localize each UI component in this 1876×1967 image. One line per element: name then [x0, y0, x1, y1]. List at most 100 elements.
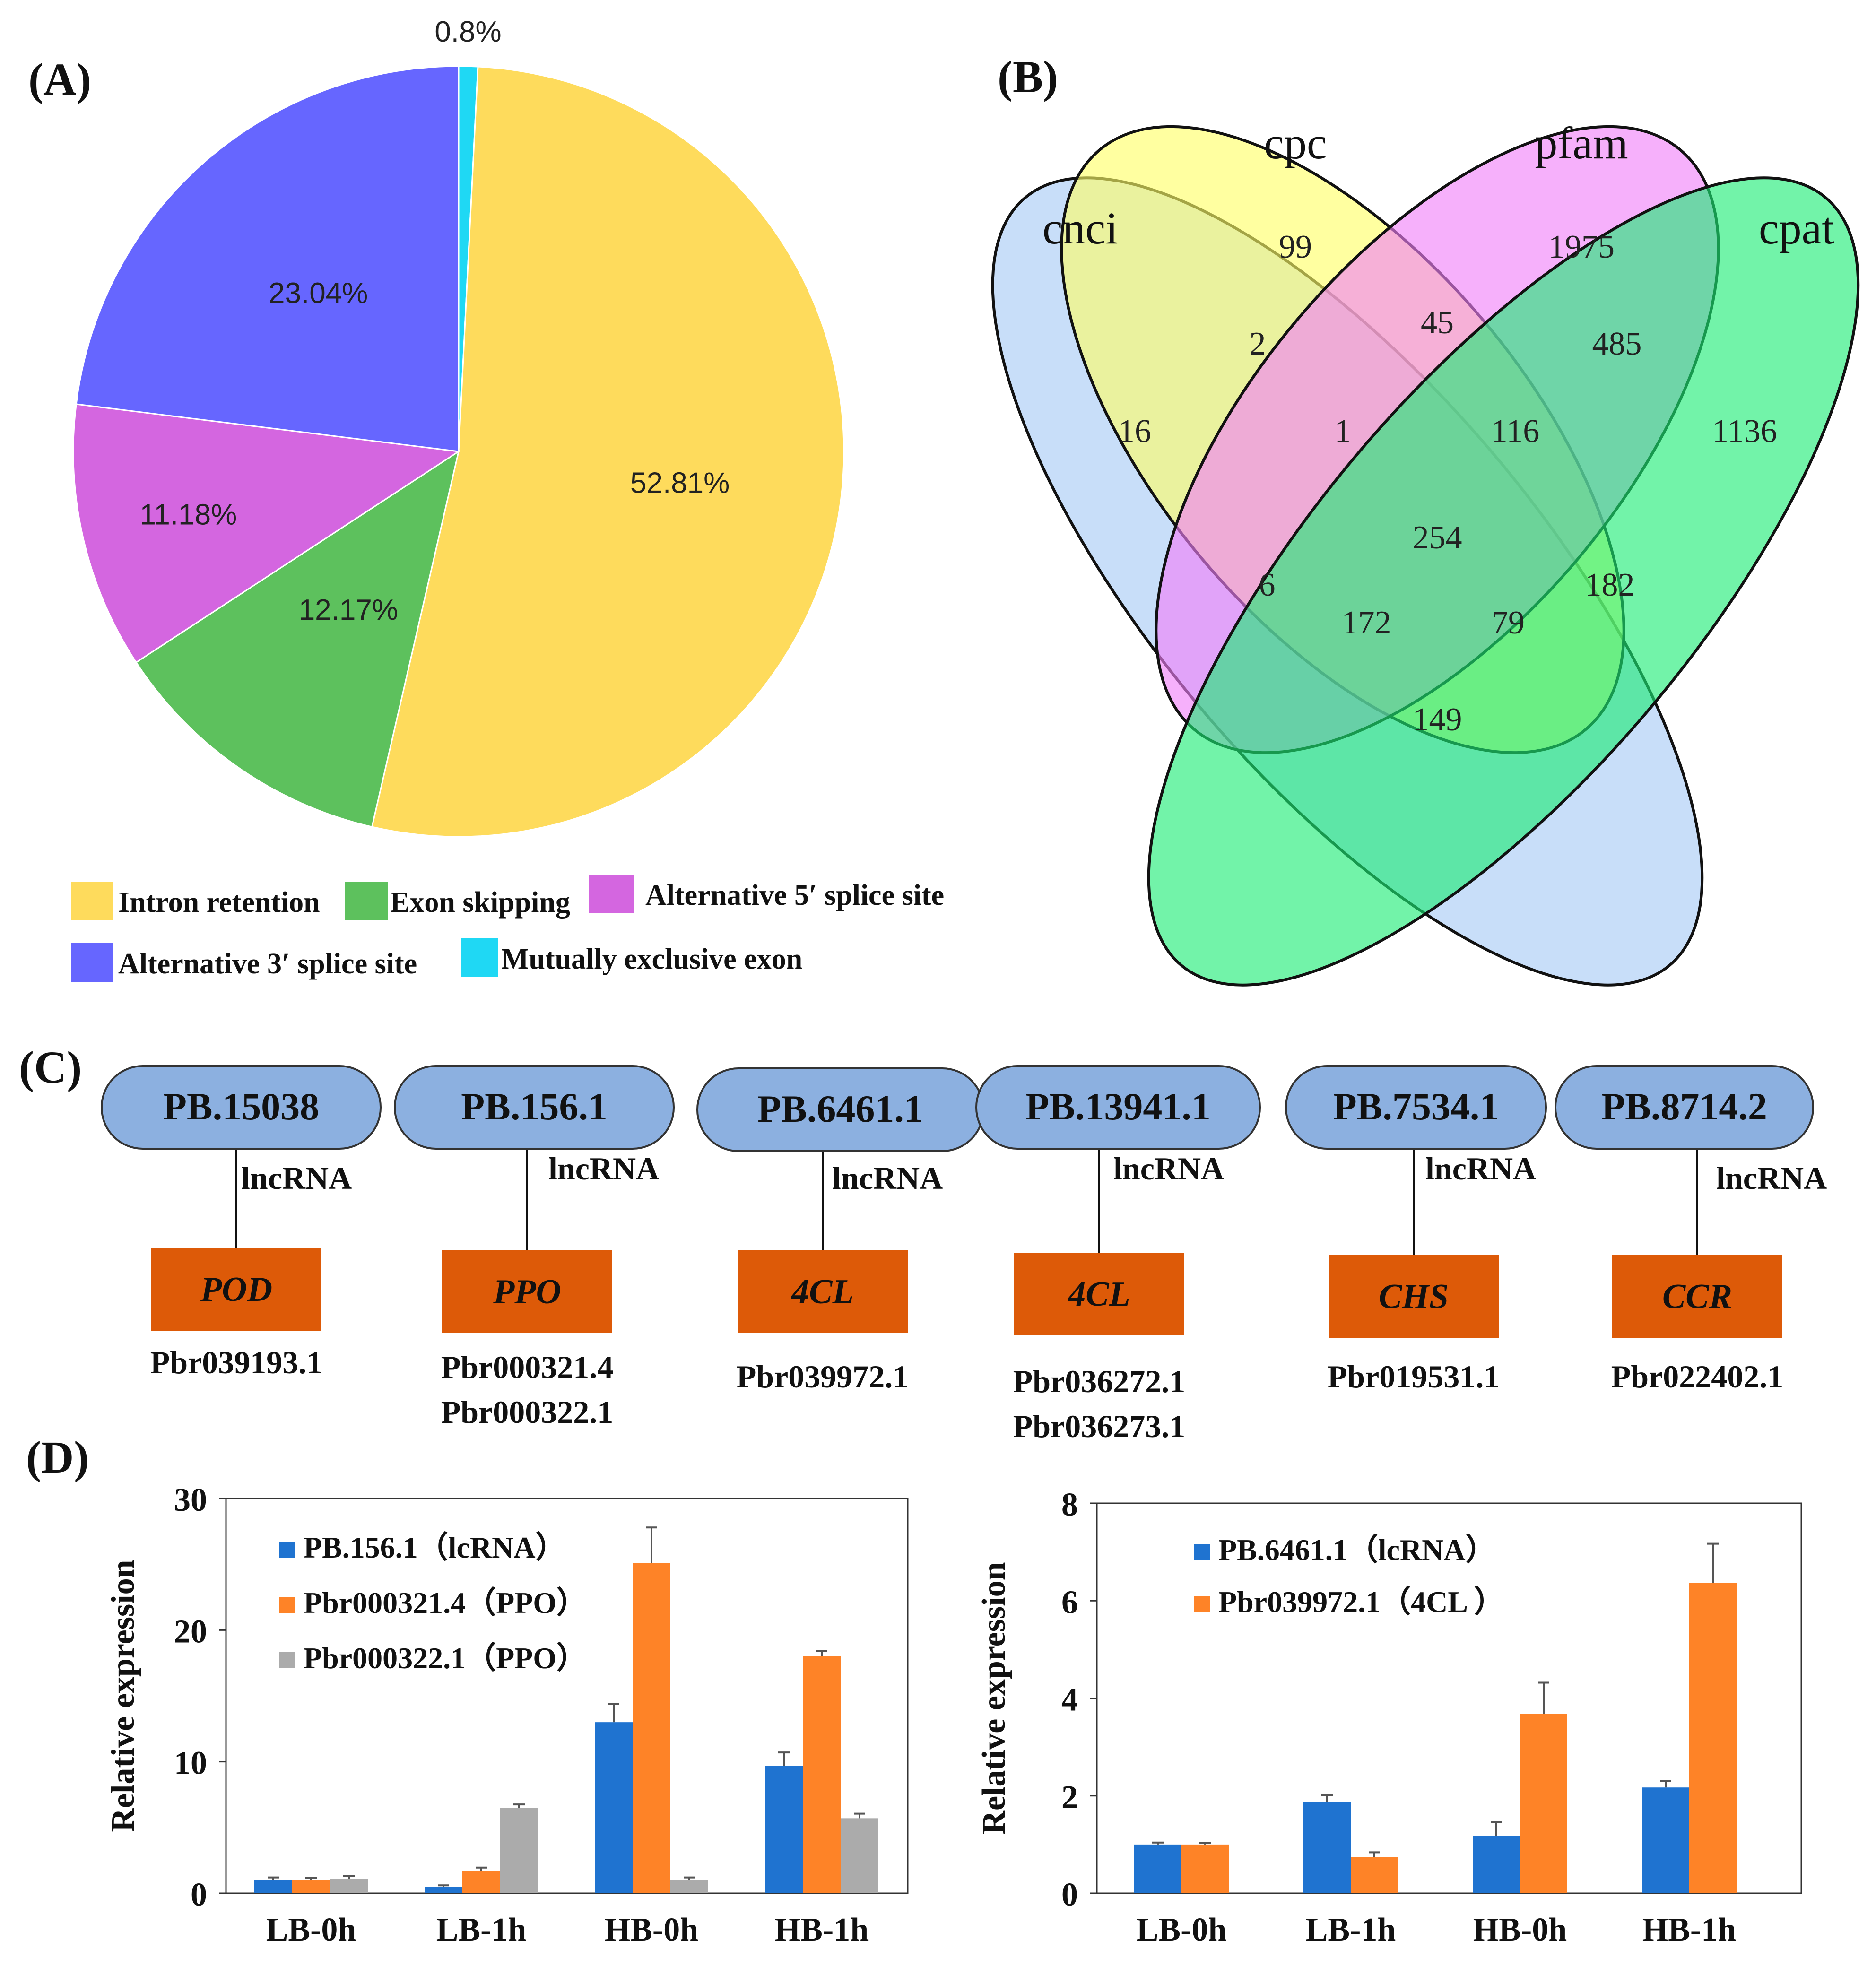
lncrna-node [1285, 1065, 1547, 1150]
lncrna-node [975, 1065, 1261, 1150]
legend-label-alt3: Alternative 3′ splice site [118, 948, 417, 980]
x-tick-label: HB-0h [1473, 1912, 1567, 1948]
venn-count-cnci-cpc-pfam-cpat: 254 [1413, 520, 1462, 556]
gene-node-label: 4CL [1067, 1275, 1130, 1314]
bar [1642, 1787, 1689, 1893]
venn-count-cnci-pfam: 6 [1259, 567, 1276, 603]
gene-node [442, 1250, 612, 1333]
legend-label-intron: Intron retention [118, 886, 320, 919]
venn-count-cpc: 99 [1279, 229, 1312, 265]
edge-label: lncRNA [832, 1160, 943, 1196]
bar [1351, 1857, 1398, 1893]
bar [1303, 1802, 1351, 1893]
x-tick-label: HB-1h [1642, 1912, 1736, 1948]
gene-id-label: Pbr000322.1 [441, 1394, 614, 1430]
lncrna-node [1555, 1065, 1814, 1150]
legend-swatch-alt3 [71, 943, 113, 982]
pie-label-alt5: 11.18% [140, 499, 237, 531]
venn-count-pfam: 1975 [1548, 229, 1615, 265]
gene-node-label: CCR [1662, 1277, 1732, 1316]
legend-label: Pbr000322.1（PPO） [304, 1641, 587, 1675]
lncrna-node-label: PB.8714.2 [1601, 1085, 1767, 1128]
gene-node-label: PPO [493, 1273, 561, 1311]
edge-label: lncRNA [1113, 1151, 1224, 1187]
gene-id-label: Pbr039972.1 [737, 1359, 909, 1395]
gene-node [1329, 1255, 1499, 1338]
legend-swatch [279, 1597, 295, 1613]
legend-swatch-exon [345, 882, 388, 920]
gene-id-label: Pbr000321.4 [441, 1349, 614, 1385]
lncrna-node-label: PB.7534.1 [1333, 1085, 1499, 1128]
panel-b-label: (B) [998, 52, 1058, 102]
edge-label: lncRNA [548, 1151, 659, 1187]
venn-count-cpc-pfam-cpat: 116 [1491, 413, 1539, 450]
x-tick-label: LB-0h [1137, 1912, 1227, 1948]
legend-swatch [279, 1652, 295, 1668]
x-tick-label: HB-1h [775, 1912, 869, 1948]
bar [765, 1766, 803, 1893]
venn-title-cnci: cnci [1042, 203, 1118, 253]
lncrna-node-label: PB.13941.1 [1025, 1085, 1211, 1128]
legend-swatch [279, 1542, 295, 1558]
gene-node [1612, 1255, 1782, 1338]
bar [462, 1871, 500, 1893]
pie-slice-intron [371, 66, 845, 838]
y-axis-label: Relative expression [976, 1562, 1012, 1834]
venn-set-cpat [1147, 176, 1860, 987]
bar [330, 1879, 368, 1893]
legend-swatch [1194, 1596, 1210, 1612]
bar [670, 1880, 708, 1893]
gene-id-label: Pbr022402.1 [1611, 1359, 1784, 1395]
bar [1134, 1844, 1181, 1893]
venn-count-cnci-cpc-cpat: 79 [1492, 605, 1525, 641]
venn-title-pfam: pfam [1535, 118, 1628, 168]
gene-id-label: Pbr019531.1 [1328, 1359, 1500, 1395]
venn-count-cpc-cpat: 182 [1585, 567, 1635, 603]
pie-label-mutual: 0.8% [434, 16, 501, 48]
y-tick-label: 30 [174, 1482, 207, 1518]
gene-id-label: Pbr036273.1 [1013, 1408, 1186, 1444]
edge-label: lncRNA [1716, 1160, 1827, 1196]
legend-label: PB.156.1（lcRNA） [304, 1531, 566, 1564]
panel-a: (A) 0.8% 52.81% 12.17% 11.18% 23.04% Intron … [28, 16, 944, 982]
bar [803, 1656, 841, 1893]
lncrna-node-label: PB.156.1 [461, 1085, 608, 1128]
gene-node-label: CHS [1379, 1277, 1449, 1316]
venn-count-cnci-cpat: 149 [1413, 702, 1462, 738]
pie-slice-exon [135, 450, 460, 828]
venn-count-cnci: 16 [1118, 413, 1151, 450]
legend-swatch-mutual [461, 938, 498, 977]
bar [425, 1887, 462, 1893]
bar [500, 1808, 538, 1893]
venn-count-pfam-cpat: 485 [1592, 326, 1642, 362]
y-tick-label: 6 [1061, 1584, 1078, 1620]
pie-slice-alt5 [72, 403, 461, 664]
venn-title-cpc: cpc [1264, 118, 1327, 168]
x-tick-label: LB-1h [436, 1912, 527, 1948]
edge-label: lncRNA [241, 1160, 352, 1196]
edge-label: lncRNA [1425, 1151, 1536, 1187]
gene-node [738, 1250, 908, 1333]
pie-label-alt3: 23.04% [269, 277, 368, 310]
venn-count-cnci-cpc-pfam: 1 [1335, 413, 1351, 450]
panel-c: (C) PB.15038 lncRNA POD Pbr039193.1 PB.156.1… [19, 1042, 1827, 1444]
panel-a-label: (A) [28, 54, 91, 104]
y-tick-label: 2 [1061, 1779, 1078, 1816]
bar [1473, 1836, 1520, 1893]
lncrna-node [101, 1065, 382, 1150]
x-tick-label: LB-0h [266, 1912, 356, 1948]
bar [1520, 1714, 1567, 1893]
gene-node-label: 4CL [790, 1273, 854, 1311]
pie-label-intron: 52.81% [630, 467, 730, 499]
plot-frame [225, 1498, 909, 1894]
legend-swatch [1194, 1544, 1210, 1560]
panel-d-label: (D) [26, 1432, 89, 1482]
x-tick-label: HB-0h [605, 1912, 698, 1948]
pie-slice-alt3 [75, 65, 460, 452]
y-tick-label: 0 [191, 1877, 207, 1913]
legend-label-exon: Exon skipping [390, 886, 570, 919]
x-tick-label: LB-1h [1306, 1912, 1396, 1948]
legend-swatch-intron [71, 882, 113, 920]
y-tick-label: 0 [1061, 1877, 1078, 1913]
lncrna-node-label: PB.6461.1 [757, 1087, 923, 1130]
